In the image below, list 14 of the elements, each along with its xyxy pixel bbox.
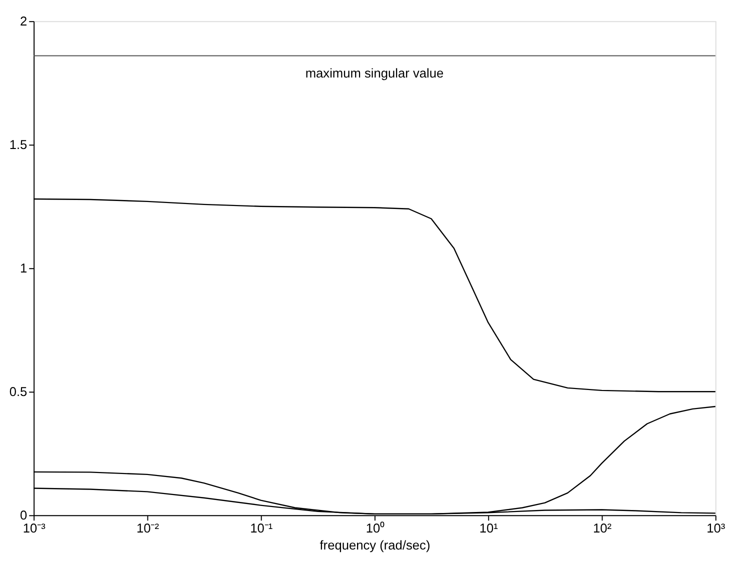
x-axis-title: frequency (rad/sec) [320, 537, 430, 552]
ref-line-label: maximum singular value [305, 65, 444, 80]
x-tick-label: 10³ [706, 520, 726, 536]
y-tick-label: 0.5 [9, 384, 28, 400]
x-tick-label: 10⁻² [136, 520, 160, 536]
x-tick-label: 10² [592, 520, 612, 536]
x-tick-label: 10⁻¹ [250, 520, 273, 536]
y-tick-label: 0 [20, 508, 28, 523]
y-tick-label: 1.5 [9, 137, 28, 152]
x-tick-label: 10¹ [479, 520, 498, 536]
y-tick-label: 1 [20, 260, 28, 276]
x-tick-label: 10⁰ [366, 520, 386, 536]
x-tick-label: 10⁻³ [22, 520, 46, 536]
y-tick-label: 2 [20, 14, 28, 29]
